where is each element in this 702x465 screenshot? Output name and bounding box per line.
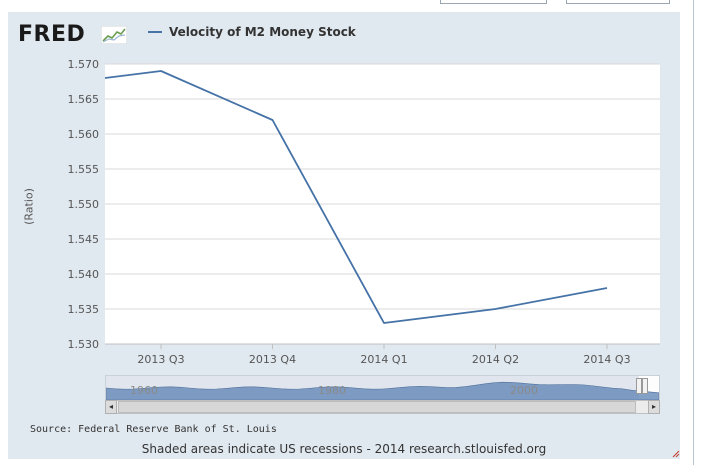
date-range-start-input[interactable]: [440, 0, 547, 4]
y-tick-label: 1.570: [68, 58, 100, 71]
legend-label: Velocity of M2 Money Stock: [169, 25, 356, 39]
chart-panel: FRED Velocity of M2 Money Stock (Ratio) …: [8, 12, 680, 459]
navigator-year-label: 1960: [130, 384, 158, 397]
x-tick-label: 2014 Q3: [583, 353, 630, 366]
resize-grip-icon[interactable]: [672, 450, 680, 458]
navigator-selection[interactable]: [106, 376, 639, 399]
y-tick-label: 1.565: [68, 93, 100, 106]
navigator-handle-left[interactable]: [636, 378, 642, 394]
y-tick-label: 1.530: [68, 338, 100, 351]
legend-swatch: [148, 31, 162, 33]
x-tick-label: 2013 Q3: [137, 353, 184, 366]
navigator-year-label: 1980: [318, 384, 346, 397]
window-border: [693, 0, 694, 465]
scrollbar-thumb[interactable]: [118, 401, 636, 413]
x-tick-label: 2014 Q2: [472, 353, 519, 366]
source-note: Source: Federal Reserve Bank of St. Loui…: [30, 424, 277, 435]
y-tick-label: 1.535: [68, 303, 100, 316]
y-tick-label: 1.560: [68, 128, 100, 141]
y-tick-label: 1.545: [68, 233, 100, 246]
x-tick-label: 2013 Q4: [249, 353, 296, 366]
x-tick-label: 2014 Q1: [360, 353, 407, 366]
scroll-left-arrow-icon[interactable]: ◂: [105, 400, 117, 414]
fred-logo[interactable]: FRED: [18, 22, 86, 47]
chart-legend[interactable]: Velocity of M2 Money Stock: [148, 25, 356, 39]
series-line: [104, 70, 608, 324]
navigator-handle-right[interactable]: [642, 378, 648, 394]
line-chart: 1.570 1.565 1.560 1.555 1.550 1.545 1.540 1.535…: [68, 58, 660, 366]
y-tick-label: 1.540: [68, 268, 100, 281]
y-tick-label: 1.555: [68, 163, 100, 176]
scroll-right-arrow-icon[interactable]: ▸: [648, 400, 660, 414]
navigator-sparkline: [106, 381, 659, 400]
footer-note[interactable]: Shaded areas indicate US recessions - 20…: [141, 442, 547, 456]
y-tick-label: 1.550: [68, 198, 100, 211]
date-range-end-input[interactable]: [566, 0, 670, 4]
fred-chart-icon: [101, 26, 127, 44]
top-toolbar-strip: [0, 0, 702, 8]
navigator-year-label: 2000: [510, 384, 538, 397]
